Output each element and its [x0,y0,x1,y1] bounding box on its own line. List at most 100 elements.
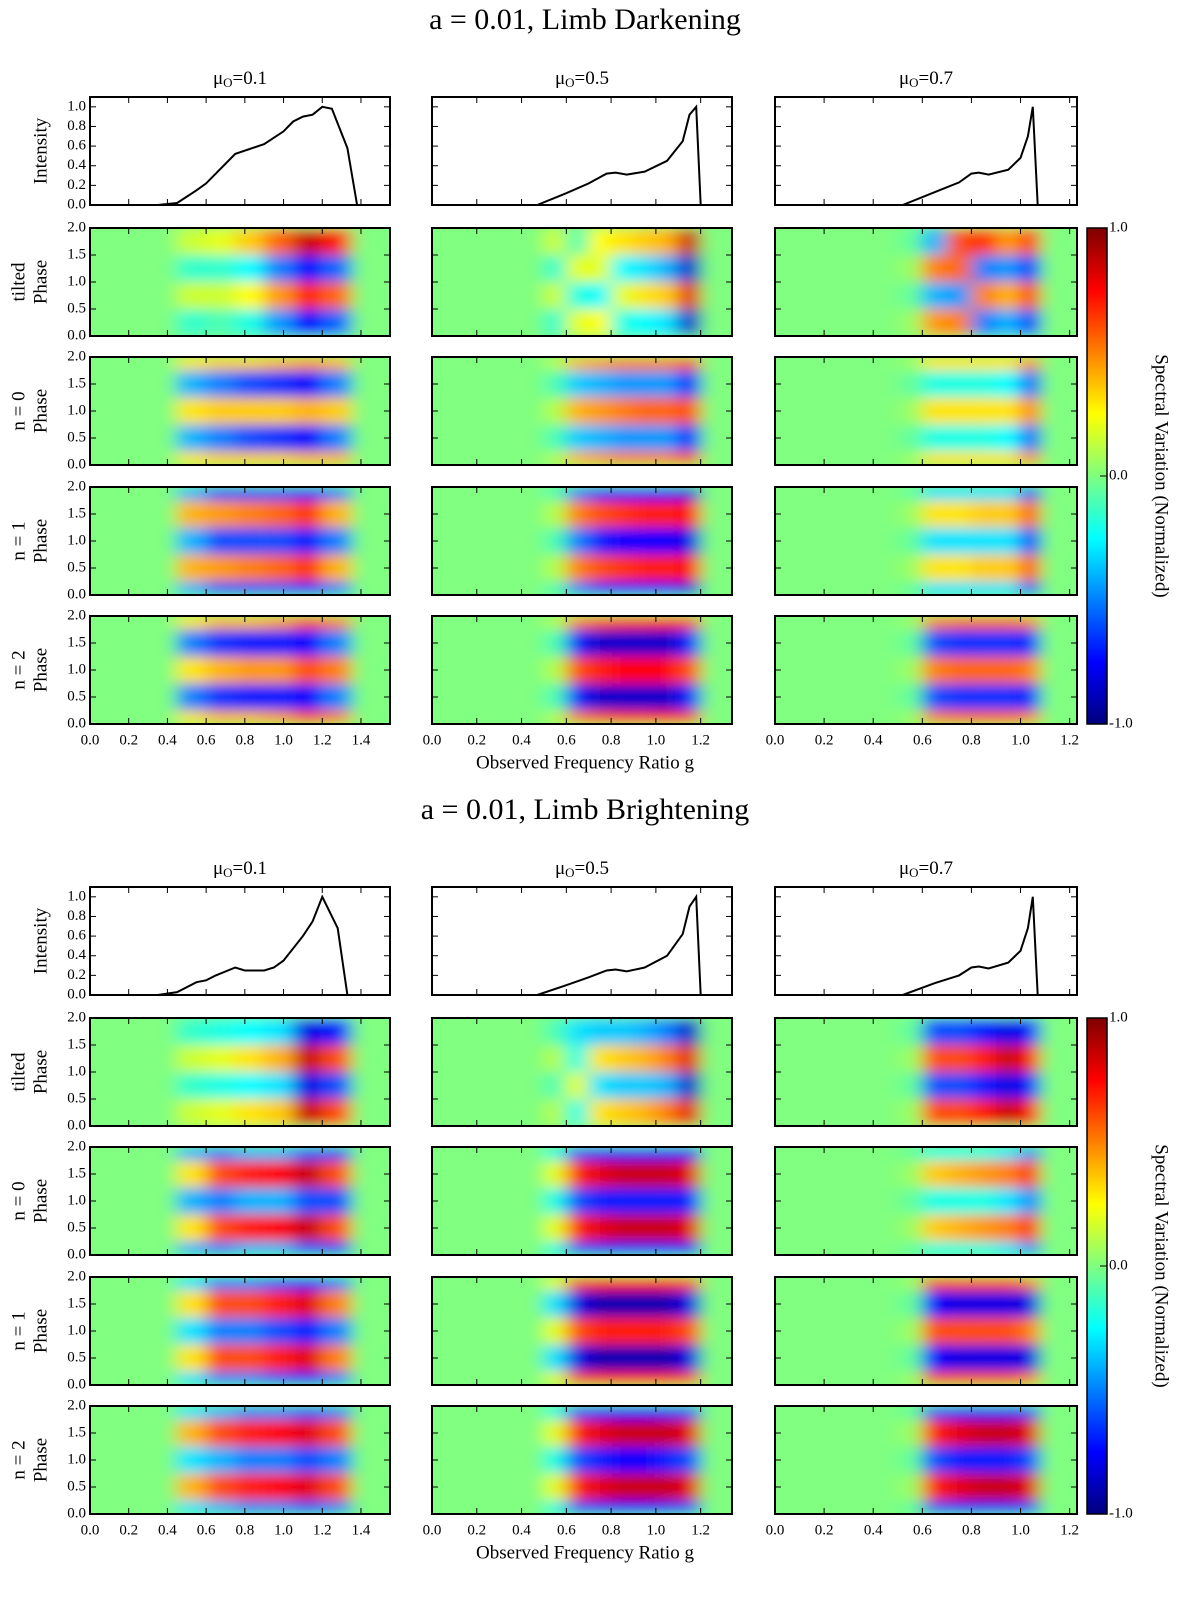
mu-symbol: μ [555,68,565,89]
heatmap-cell [1020,1446,1041,1474]
heatmap-cell [235,1406,265,1420]
heatmap-cell [655,1214,679,1242]
row-label: n = 1 [8,1311,29,1350]
heatmap-cell [897,616,923,630]
heatmap-cell [264,397,294,425]
heatmap-cell [611,1214,634,1242]
heatmap-cell [655,1473,679,1501]
heatmap-cell [611,1099,634,1126]
heatmap-cell [1020,1277,1041,1291]
heatmap [432,616,732,724]
heatmap-cell [946,1419,972,1447]
y-tick-label: 0.4 [67,157,86,173]
heatmap-cell [946,656,972,684]
y-tick-label: 1.0 [67,1063,86,1079]
heatmap-cell [971,1045,996,1072]
heatmap-cell [897,1214,923,1242]
heatmap-cell [293,1277,323,1291]
heatmap-cell [543,581,567,595]
heatmap-cell [995,1317,1021,1345]
heatmap-cell [611,397,634,425]
heatmap-cell [897,581,923,595]
heatmap-cell [897,1072,923,1099]
heatmap-cell [177,1473,207,1501]
heatmap-cell [543,1214,567,1242]
heatmap-cell [611,1419,634,1447]
y-tick-label: 1.5 [67,634,86,650]
heatmap-cell [678,1045,701,1072]
heatmap-cell [897,629,923,657]
heatmap-cell [566,397,589,425]
heatmap-cell [1020,1018,1041,1045]
heatmap [90,1018,390,1126]
heatmap [432,1406,732,1514]
y-tick-label: 0.4 [67,947,86,963]
heatmap-cell [293,683,323,711]
heatmap-cell [971,1241,996,1255]
heatmap-cell [971,1187,996,1215]
y-tick-label: 0.6 [67,138,86,154]
heatmap-cell [235,370,265,398]
heatmap-cell [543,1099,567,1126]
heatmap-cell [293,1099,323,1126]
heatmap-cell [655,1371,679,1385]
heatmap-cell [235,656,265,684]
heatmap-cell [206,1018,236,1045]
heatmap [775,487,1077,595]
heatmap-cell [971,370,996,398]
heatmap-cell [611,1473,634,1501]
heatmap-cell [897,282,923,309]
mu-symbol: μ [213,858,223,879]
heatmap-cell [177,282,207,309]
heatmap-cell [678,451,701,465]
heatmap-cell [946,1147,972,1161]
colorbar-tick-label: 0.0 [1109,467,1128,483]
heatmap-cell [264,1473,294,1501]
heatmap-cell [264,1419,294,1447]
heatmap-cell [264,487,294,501]
heatmap-cell [543,1018,567,1045]
heatmap-cell [655,309,679,336]
heatmap-cell [566,1187,589,1215]
mu-value: =0.1 [233,858,267,879]
heatmap-cell [633,228,656,255]
heatmap-cell [177,500,207,528]
heatmap-cell [633,424,656,452]
heatmap-cell [206,451,236,465]
heatmap-cell [177,1344,207,1372]
heatmap-cell [235,1187,265,1215]
heatmap-cell [322,357,352,371]
heatmap-cell [655,1072,679,1099]
heatmap-cell [897,1446,923,1474]
heatmap-cell [293,282,323,309]
heatmap-cell [1020,309,1041,336]
heatmap-cell [655,424,679,452]
heatmap-cell [566,1147,589,1161]
heatmap-cell [588,487,612,501]
heatmap-cells [90,1018,390,1126]
heatmap-cell [1020,1214,1041,1242]
heatmap-cell [922,370,947,398]
heatmap-cell [206,424,236,452]
x-tick-label: 0.4 [158,1522,177,1538]
heatmap-cell [293,1317,323,1345]
mu-subscript: O [565,75,574,90]
heatmap [432,487,732,595]
heatmap-cell [678,1241,701,1255]
heatmap-cell [566,1406,589,1420]
heatmap-cell [264,357,294,371]
heatmap-cells [90,357,390,465]
heatmap-cell [206,1045,236,1072]
heatmap-cell [322,500,352,528]
heatmap-cell [922,424,947,452]
heatmap-cell [995,255,1021,282]
intensity-line [902,106,1039,205]
heatmap-cell [897,1406,923,1420]
heatmap-cell [588,1072,612,1099]
heatmap-cell [235,451,265,465]
heatmap-cell [588,1344,612,1372]
row-label: Phase [30,260,51,304]
heatmap [775,1018,1077,1126]
heatmap-cell [897,1187,923,1215]
heatmap-cell [177,1317,207,1345]
